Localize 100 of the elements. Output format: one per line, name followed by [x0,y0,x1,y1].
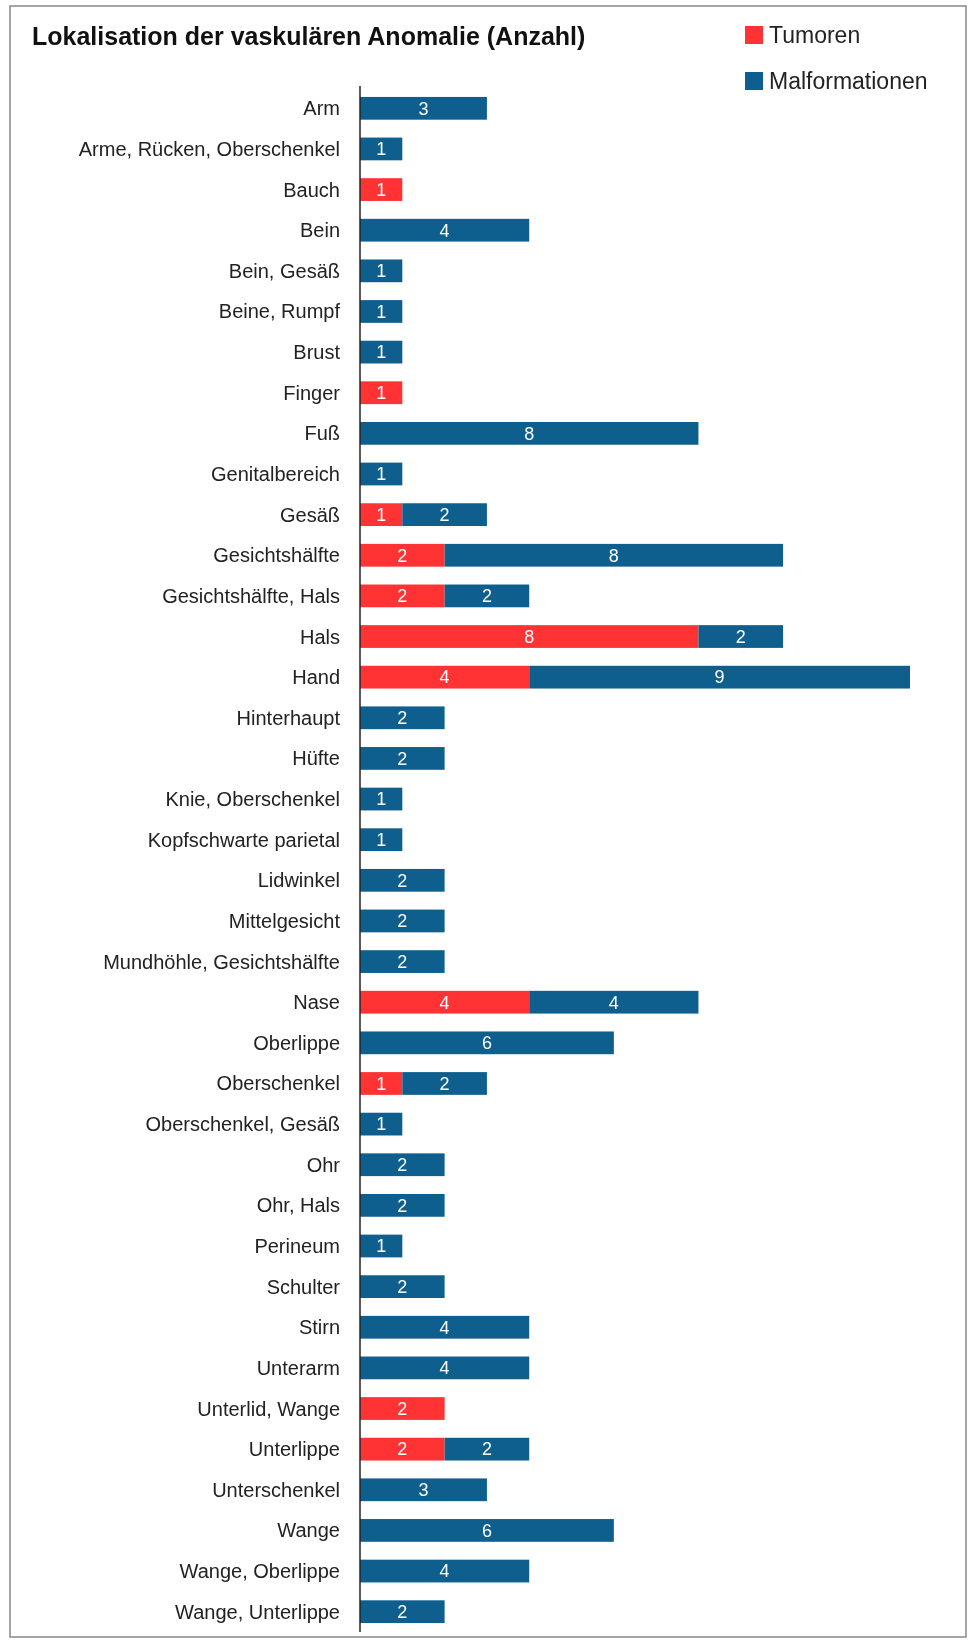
y-tick-label: Wange [277,1519,340,1542]
bar [444,1437,530,1461]
data-label: 2 [397,911,408,932]
bar [444,584,530,608]
bar [360,1031,614,1055]
bar [360,421,699,445]
bar [360,381,403,405]
data-label: 4 [439,1317,450,1338]
y-tick-label: Kopfschwarte parietal [147,828,340,851]
y-tick-label: Mundhöhle, Gesichtshälfte [103,950,340,973]
y-tick-label: Arm [303,97,340,120]
bar [444,543,784,567]
bar [360,218,530,242]
data-label: 2 [735,626,746,647]
bar [360,990,530,1014]
bar [360,1356,530,1380]
data-label: 1 [376,1073,387,1094]
data-label: 1 [376,1236,387,1257]
bar [360,1315,530,1339]
y-tick-label: Unterlippe [248,1438,340,1461]
bar [402,1072,487,1095]
y-tick-label: Hand [292,666,340,689]
bar [360,300,403,323]
data-label: 1 [376,301,387,322]
data-label: 2 [397,1276,408,1297]
data-label: 1 [376,789,387,810]
data-label: 8 [524,626,535,647]
bar [360,543,445,567]
chart-title: Lokalisation der vaskulären Anomalie (Anzahl) [32,22,586,50]
data-label: 4 [439,1561,450,1582]
y-tick-label: Lidwinkel [257,869,340,892]
data-label: 2 [397,586,408,607]
y-tick-label: Oberschenkel, Gesäß [145,1113,340,1136]
data-label: 2 [439,1073,450,1094]
y-tick-label: Stirn [298,1316,340,1339]
data-label: 2 [397,1195,408,1216]
y-tick-label: Bauch [283,178,340,201]
data-label: 1 [376,383,387,404]
bar [360,950,445,973]
data-label: 8 [524,423,535,444]
data-label: 1 [376,179,387,200]
data-label: 4 [439,992,450,1013]
y-tick-label: Hinterhaupt [236,706,341,729]
bar [360,625,699,648]
data-label: 2 [481,1439,492,1460]
data-label: 1 [376,464,387,485]
y-tick-label: Oberlippe [253,1031,340,1054]
y-tick-label: Wange, Unterlippe [175,1600,340,1623]
y-tick-label: Ohr, Hals [256,1194,340,1217]
y-tick-label: Brust [293,341,341,364]
bar [529,990,699,1014]
y-tick-label: Arme, Rücken, Oberschenkel [78,137,340,160]
data-label: 2 [481,586,492,607]
data-label: 1 [376,261,387,282]
bar [360,1072,403,1095]
y-tick-label: Gesichtshälfte, Hals [162,584,340,607]
y-tick-label: Bein [299,219,340,242]
legend-label: Malformationen [769,68,928,95]
y-tick-label: Fuß [304,422,340,445]
y-tick-label: Unterschenkel [212,1478,340,1501]
data-label: 4 [608,992,619,1013]
y-tick-label: Unterlid, Wange [197,1397,340,1420]
y-tick-label: Wange, Oberlippe [179,1560,340,1583]
data-label: 1 [376,504,387,525]
y-tick-label: Ohr [306,1153,341,1176]
data-label: 6 [481,1033,492,1054]
data-label: 2 [397,870,408,891]
data-label: 2 [439,504,450,525]
y-tick-label: Finger [283,381,341,404]
data-label: 2 [397,708,408,729]
data-label: 2 [397,1155,408,1176]
bar [360,1397,445,1420]
bar [360,178,403,201]
y-tick-label: Beine, Rumpf [218,300,341,323]
data-label: 2 [397,545,408,566]
bar [360,1275,445,1298]
y-tick-label: Gesichtshälfte [213,544,340,567]
data-label: 4 [439,220,450,241]
data-label: 2 [397,1398,408,1419]
bar [360,747,445,770]
bar [360,1193,445,1217]
data-label: 4 [439,1358,450,1379]
bar [360,1478,487,1502]
data-label: 8 [608,545,619,566]
bar [360,1600,445,1624]
data-label: 1 [376,1114,387,1135]
data-label: 1 [376,829,387,850]
data-label: 9 [714,667,725,688]
bar [360,828,403,852]
bar [360,1519,614,1542]
y-tick-label: Hals [299,625,340,648]
bar [360,909,445,933]
y-tick-label: Gesäß [279,503,340,526]
bar [402,503,487,527]
bar [360,1559,530,1583]
y-tick-label: Bein, Gesäß [228,259,340,282]
y-tick-label: Nase [293,991,340,1014]
bar [360,584,445,608]
data-label: 2 [397,748,408,769]
bar [529,665,910,689]
